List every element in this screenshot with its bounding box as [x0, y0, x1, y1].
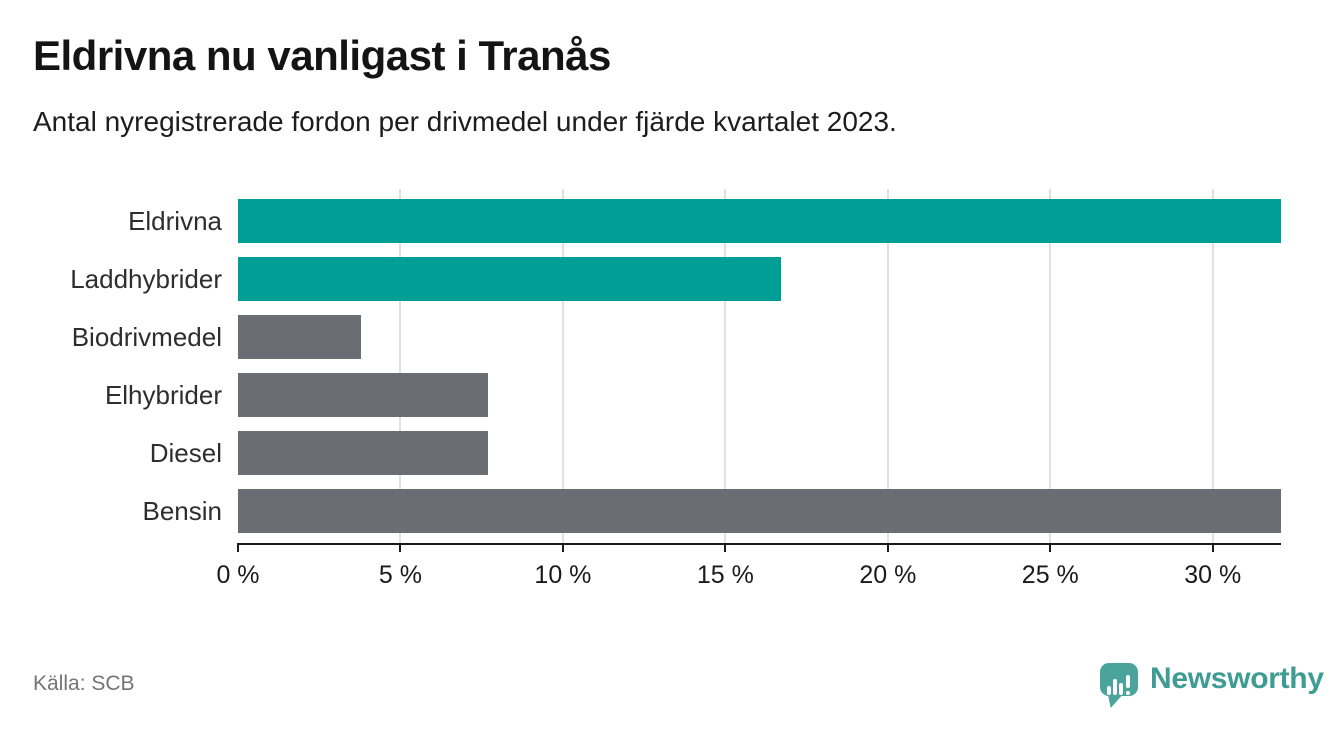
logo-exclamation-dot	[1126, 691, 1130, 695]
source-note: Källa: SCB	[33, 672, 135, 695]
category-label: Diesel	[149, 438, 222, 468]
x-tick-mark	[724, 543, 727, 552]
category-label: Elhybrider	[104, 380, 222, 410]
chart-title: Eldrivna nu vanligast i Tranås	[33, 32, 611, 79]
category-label: Laddhybrider	[70, 264, 222, 294]
category-label: Bensin	[142, 496, 223, 526]
gridline	[1049, 189, 1052, 543]
x-tick-label: 10 %	[534, 561, 592, 589]
logo-bar-1	[1107, 686, 1111, 695]
bar-eldrivna	[238, 199, 1281, 243]
x-tick-mark	[237, 543, 239, 552]
x-tick-mark	[1049, 543, 1052, 552]
speech-bubble-tail	[1107, 694, 1124, 708]
gridline	[399, 189, 402, 543]
x-tick-label: 5 %	[378, 561, 422, 589]
category-label: Eldrivna	[128, 206, 222, 236]
gridline	[561, 189, 564, 543]
bar-biodrivmedel	[238, 315, 362, 359]
brand-name: Newsworthy	[1150, 662, 1324, 695]
newsworthy-logo: Newsworthy	[1100, 660, 1324, 715]
bar-bensin	[238, 489, 1281, 533]
x-tick-mark	[886, 543, 889, 552]
gridline	[886, 189, 889, 543]
logo-bar-2	[1113, 679, 1117, 695]
x-tick-mark	[561, 543, 564, 552]
x-tick-label: 0 %	[216, 561, 260, 589]
x-tick-mark	[399, 543, 402, 552]
bar-diesel	[238, 431, 489, 475]
x-tick-label: 30 %	[1184, 561, 1242, 589]
category-label: Biodrivmedel	[71, 322, 222, 352]
logo-exclamation-stem	[1126, 675, 1130, 688]
gridline	[724, 189, 727, 543]
bar-chart: Eldrivna Laddhybrider Biodrivmedel Elhybrid…	[0, 189, 1340, 609]
logo-bar-3	[1119, 683, 1123, 695]
bar-chart-speech-bubble-icon	[1100, 663, 1138, 709]
x-tick-label: 25 %	[1021, 561, 1079, 589]
gridline	[1211, 189, 1214, 543]
x-tick-label: 20 %	[859, 561, 917, 589]
bar-laddhybrider	[238, 257, 781, 301]
x-tick-label: 15 %	[696, 561, 754, 589]
y-axis-labels: Eldrivna Laddhybrider Biodrivmedel Elhybrid…	[0, 189, 222, 543]
bar-elhybrider	[238, 373, 489, 417]
plot-area: 0 % 5 % 10 % 15 % 20 % 25 % 30 %	[216, 189, 1281, 589]
x-tick-mark	[1211, 543, 1214, 552]
chart-subtitle: Antal nyregistrerade fordon per drivmede…	[33, 106, 897, 137]
